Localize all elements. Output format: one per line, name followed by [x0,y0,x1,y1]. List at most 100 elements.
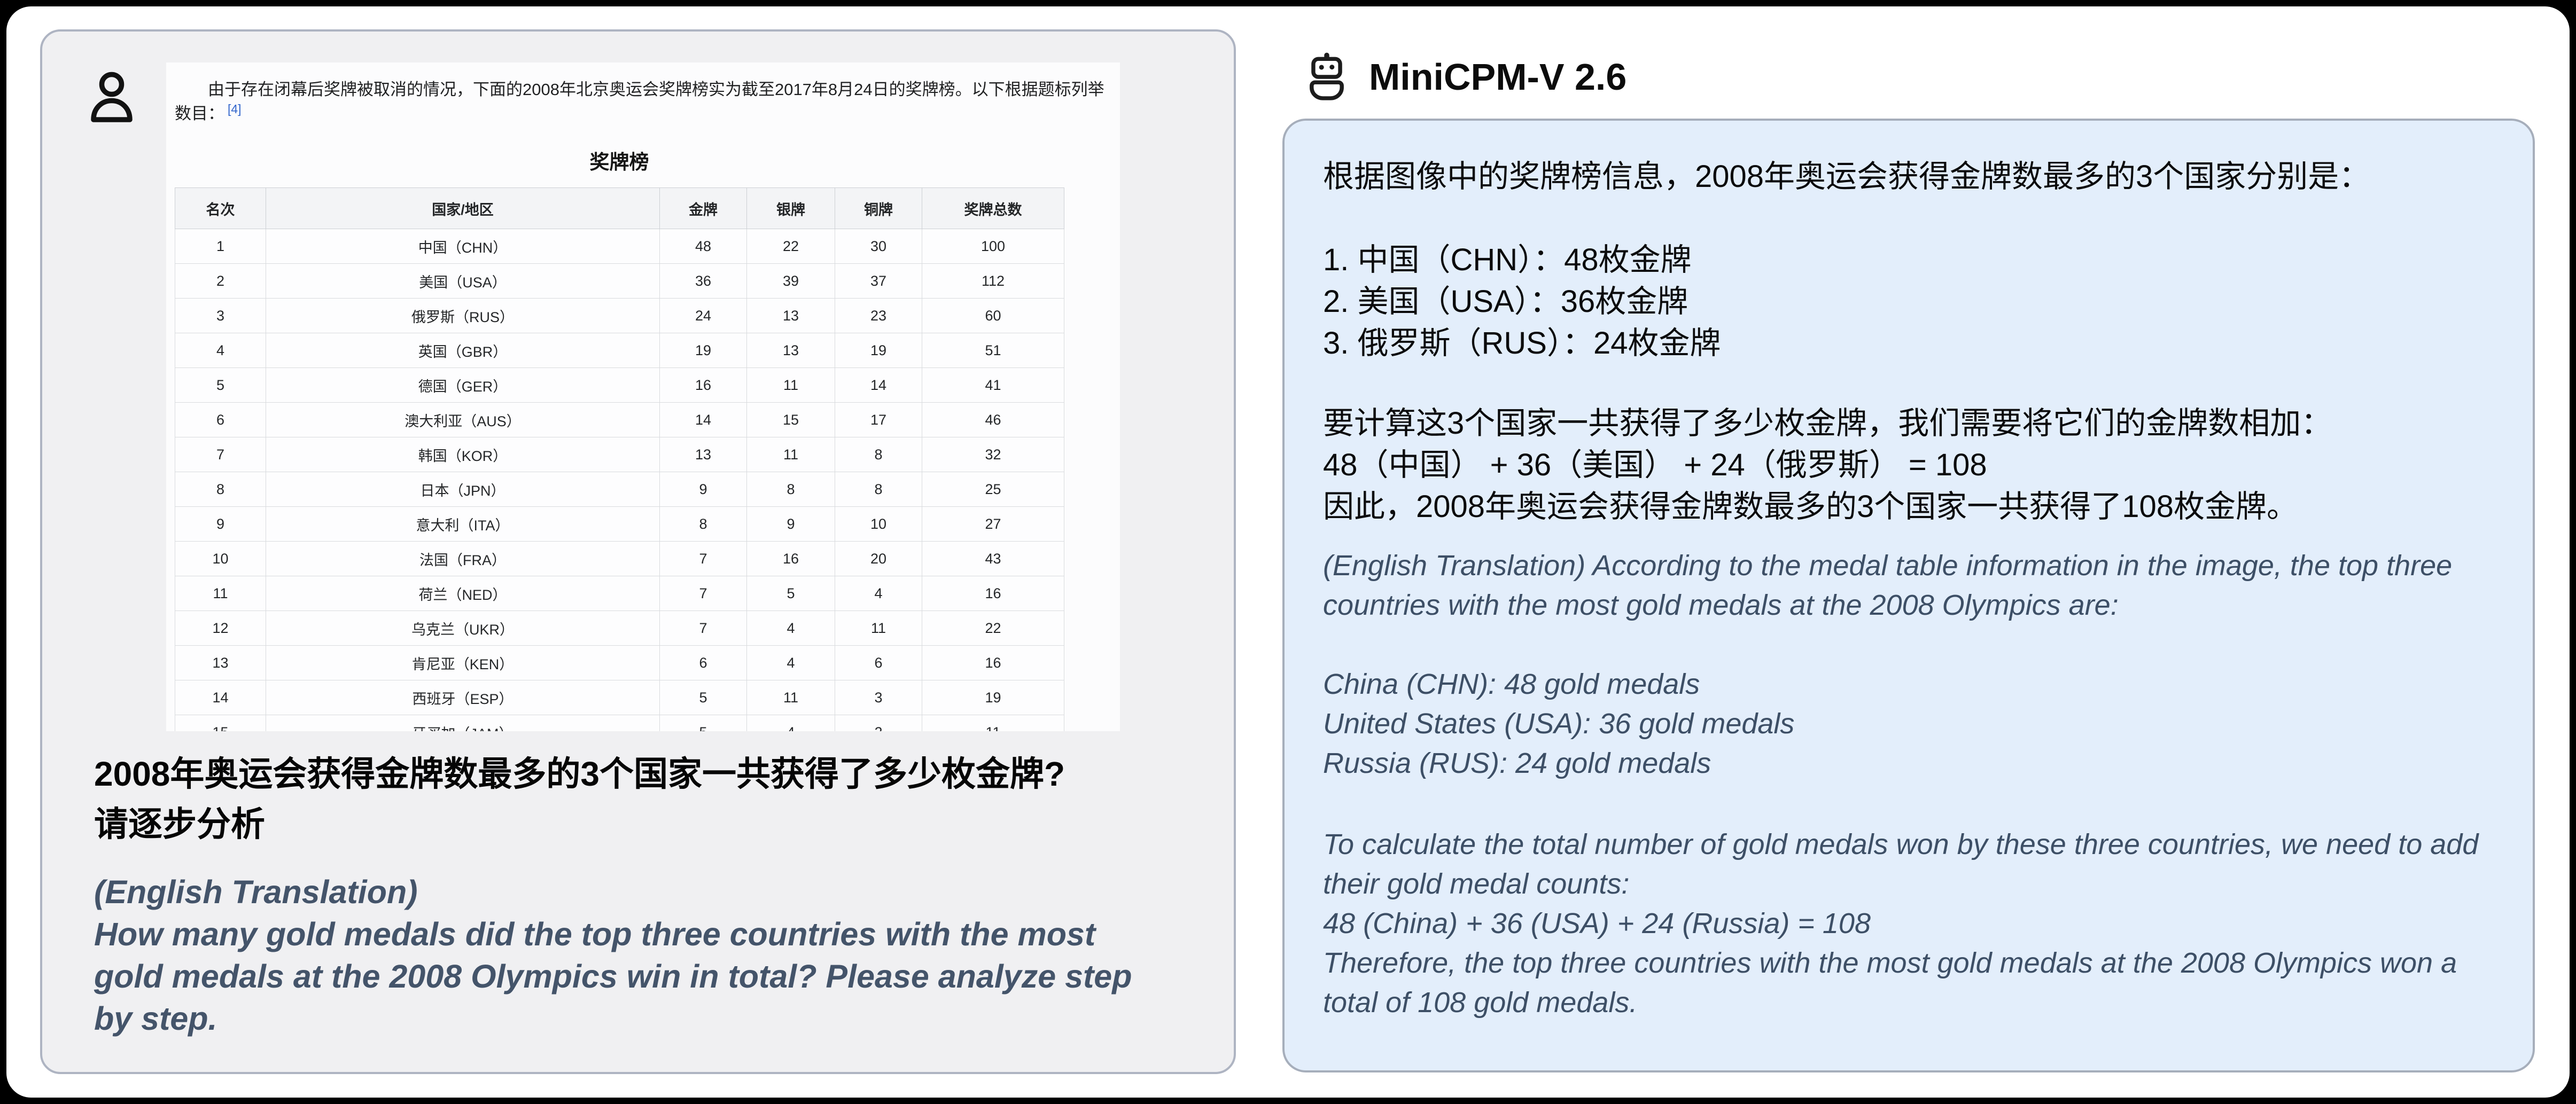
medal-table: 名次 国家/地区 金牌 银牌 铜牌 奖牌总数 1 中国（CHN） 48 22 30 100 2 美国（… [175,187,1064,731]
table-cell: 韩国（KOR） [266,437,660,472]
table-cell: 肯尼亚（KEN） [266,645,660,680]
table-cell: 4 [746,645,835,680]
table-cell: 14 [659,402,747,437]
model-response-bubble: 根据图像中的奖牌榜信息，2008年奥运会获得金牌数最多的3个国家分别是： 1. … [1282,119,2535,1072]
table-cell: 22 [746,229,835,264]
table-row: 10 法国（FRA） 7 16 20 43 [175,541,1064,576]
response-line: 48（中国） + 36（美国） + 24（俄罗斯） = 108 [1323,448,1987,482]
table-cell: 46 [922,402,1064,437]
table-row: 9 意大利（ITA） 8 9 10 27 [175,506,1064,542]
response-line: Russia (RUS): 24 gold medals [1323,747,1711,779]
translation-label: (English Translation) [94,874,418,910]
response-zh-list: 1. 中国（CHN）：48枚金牌 2. 美国（USA）：36枚金牌 3. 俄罗斯（R… [1323,239,2494,364]
table-row: 11 荷兰（NED） 7 5 4 16 [175,576,1064,611]
user-question-translation: (English Translation) How many gold meda… [94,871,1168,1040]
table-cell: 16 [746,541,835,576]
table-cell: 4 [175,333,266,368]
table-cell: 6 [175,402,266,437]
response-en-calculation: To calculate the total number of gold me… [1323,825,2494,1022]
table-cell: 23 [835,298,922,333]
table-row: 12 乌克兰（UKR） 7 4 11 22 [175,610,1064,646]
table-cell: 13 [746,298,835,333]
table-cell: 法国（FRA） [266,541,660,576]
table-cell: 32 [922,437,1064,472]
table-cell: 11 [746,680,835,715]
medal-table-header-cell: 国家/地区 [266,187,660,229]
table-cell: 8 [746,472,835,507]
user-question-zh-line1: 2008年奥运会获得金牌数最多的3个国家一共获得了多少枚金牌? [94,755,1065,793]
response-zh-intro: 根据图像中的奖牌榜信息，2008年奥运会获得金牌数最多的3个国家分别是： [1323,159,2370,194]
table-cell: 4 [746,715,835,731]
response-line: Therefore, the top three countries with … [1323,947,2457,1019]
medal-table-header-cell: 奖牌总数 [922,187,1064,229]
table-cell: 荷兰（NED） [266,576,660,611]
table-cell: 13 [659,437,747,472]
table-cell: 14 [175,680,266,715]
table-cell: 17 [835,402,922,437]
table-cell: 20 [835,541,922,576]
table-cell: 19 [922,680,1064,715]
table-cell: 12 [175,610,266,646]
wiki-intro-span: 由于存在闭幕后奖牌被取消的情况，下面的2008年北京奥运会奖牌榜实为截至2017… [175,80,1104,123]
table-cell: 6 [659,645,747,680]
table-cell: 39 [746,263,835,299]
table-cell: 5 [659,715,747,731]
table-cell: 36 [659,263,747,299]
user-question-chinese: 2008年奥运会获得金牌数最多的3个国家一共获得了多少枚金牌? 请逐步分析 [94,749,1205,849]
table-cell: 112 [922,263,1064,299]
table-cell: 8 [835,437,922,472]
table-cell: 25 [922,472,1064,507]
response-line: 要计算这3个国家一共获得了多少枚金牌，我们需要将它们的金牌数相加： [1323,406,2332,441]
table-cell: 11 [922,715,1064,731]
table-cell: 22 [922,610,1064,646]
table-cell: 4 [746,610,835,646]
table-row: 6 澳大利亚（AUS） 14 15 17 46 [175,402,1064,437]
table-cell: 5 [746,576,835,611]
table-cell: 7 [659,541,747,576]
robot-icon [1310,52,1344,100]
table-cell: 27 [922,506,1064,542]
table-cell: 60 [922,298,1064,333]
medal-table-body: 1 中国（CHN） 48 22 30 100 2 美国（USA） 36 39 37 112 3 俄罗斯… [175,229,1064,731]
table-cell: 16 [922,645,1064,680]
model-name: MiniCPM-V 2.6 [1369,56,1627,98]
table-cell: 15 [175,715,266,731]
table-row: 4 英国（GBR） 19 13 19 51 [175,333,1064,368]
medal-table-title: 奖牌榜 [589,151,649,173]
table-cell: 西班牙（ESP） [266,680,660,715]
table-cell: 19 [659,333,747,368]
response-line: To calculate the total number of gold me… [1323,828,2479,900]
table-cell: 俄罗斯（RUS） [266,298,660,333]
response-line: United States (USA): 36 gold medals [1323,708,1795,740]
table-cell: 8 [175,472,266,507]
table-row: 7 韩国（KOR） 13 11 8 32 [175,437,1064,472]
table-cell: 10 [175,541,266,576]
table-cell: 48 [659,229,747,264]
table-cell: 100 [922,229,1064,264]
response-line: 2. 美国（USA）：36枚金牌 [1323,284,1688,319]
table-cell: 10 [835,506,922,542]
medal-table-header-cell: 名次 [175,187,266,229]
table-cell: 5 [175,367,266,403]
reference-link[interactable]: [4] [228,101,242,116]
table-cell: 2 [175,263,266,299]
medal-table-header-cell: 银牌 [746,187,835,229]
table-cell: 13 [746,333,835,368]
table-cell: 43 [922,541,1064,576]
table-row: 13 肯尼亚（KEN） 6 4 6 16 [175,645,1064,680]
table-cell: 5 [659,680,747,715]
response-line: 48 (China) + 36 (USA) + 24 (Russia) = 10… [1323,907,1871,939]
user-question-en-text: How many gold medals did the top three c… [94,916,1132,1037]
table-row: 8 日本（JPN） 9 8 8 25 [175,472,1064,507]
user-message-panel: 由于存在闭幕后奖牌被取消的情况，下面的2008年北京奥运会奖牌榜实为截至2017… [40,29,1236,1074]
medal-table-header-cell: 铜牌 [835,187,922,229]
table-cell: 3 [175,298,266,333]
table-cell: 英国（GBR） [266,333,660,368]
table-cell: 8 [835,472,922,507]
table-cell: 7 [659,610,747,646]
table-cell: 11 [746,437,835,472]
table-cell: 11 [835,610,922,646]
table-cell: 日本（JPN） [266,472,660,507]
response-line: China (CHN): 48 gold medals [1323,668,1700,700]
